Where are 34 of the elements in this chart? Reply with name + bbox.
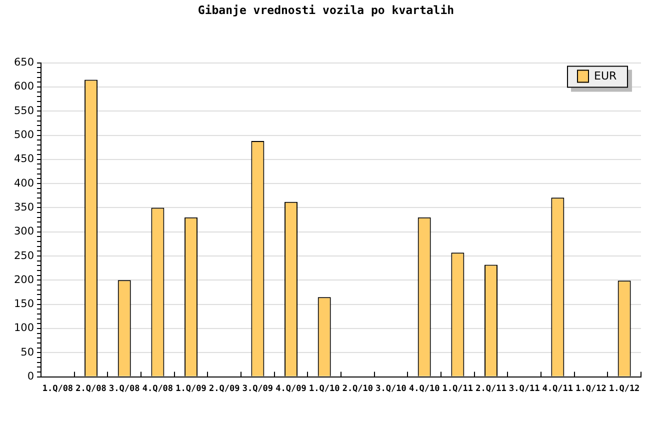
x-tick-label: 1.Q/12 (608, 384, 640, 394)
x-tick-label: 1.Q/09 (176, 384, 206, 394)
y-tick-label: 50 (20, 346, 34, 358)
x-tick-label: 3.Q/09 (242, 384, 274, 394)
x-tick-label: 4.Q/11 (542, 384, 574, 394)
x-tick-label: 4.Q/09 (276, 384, 306, 394)
y-tick-label: 100 (14, 322, 34, 334)
x-tick-label: 1.Q/08 (42, 384, 74, 394)
y-tick-label: 450 (14, 153, 34, 166)
y-tick-label: 500 (14, 128, 34, 141)
x-tick-label: 1.Q/10 (308, 384, 340, 394)
x-tick-label: 3.Q/10 (376, 384, 406, 394)
legend-label: EUR (594, 70, 617, 83)
y-tick-label: 250 (14, 250, 34, 262)
y-tick-label: 200 (14, 274, 34, 286)
y-tick-label: 300 (14, 226, 34, 238)
y-tick-label: 600 (14, 80, 34, 93)
y-tick-label: 650 (14, 56, 34, 69)
y-tick-label: 400 (14, 177, 34, 190)
x-tick-label: 4.Q/08 (142, 384, 174, 394)
x-tick-label: 2.Q/11 (476, 384, 506, 394)
x-tick-label: 3.Q/11 (508, 384, 540, 394)
x-tick-label: 2.Q/08 (76, 384, 106, 394)
x-tick-label: 2.Q/09 (209, 384, 240, 394)
y-tick-label: 150 (14, 298, 34, 310)
y-tick-label: 0 (27, 370, 34, 383)
x-tick-label: 2.Q/10 (342, 384, 374, 394)
y-tick-label: 350 (14, 201, 34, 214)
x-tick-label: 1.Q/12 (576, 384, 606, 394)
x-tick-label: 1.Q/11 (442, 384, 474, 394)
chart-title: Gibanje vrednosti vozila po kvartalih (198, 2, 454, 17)
y-tick-label: 550 (14, 104, 34, 117)
x-tick-label: 4.Q/10 (408, 384, 440, 394)
x-tick-label: 3.Q/08 (109, 384, 140, 394)
